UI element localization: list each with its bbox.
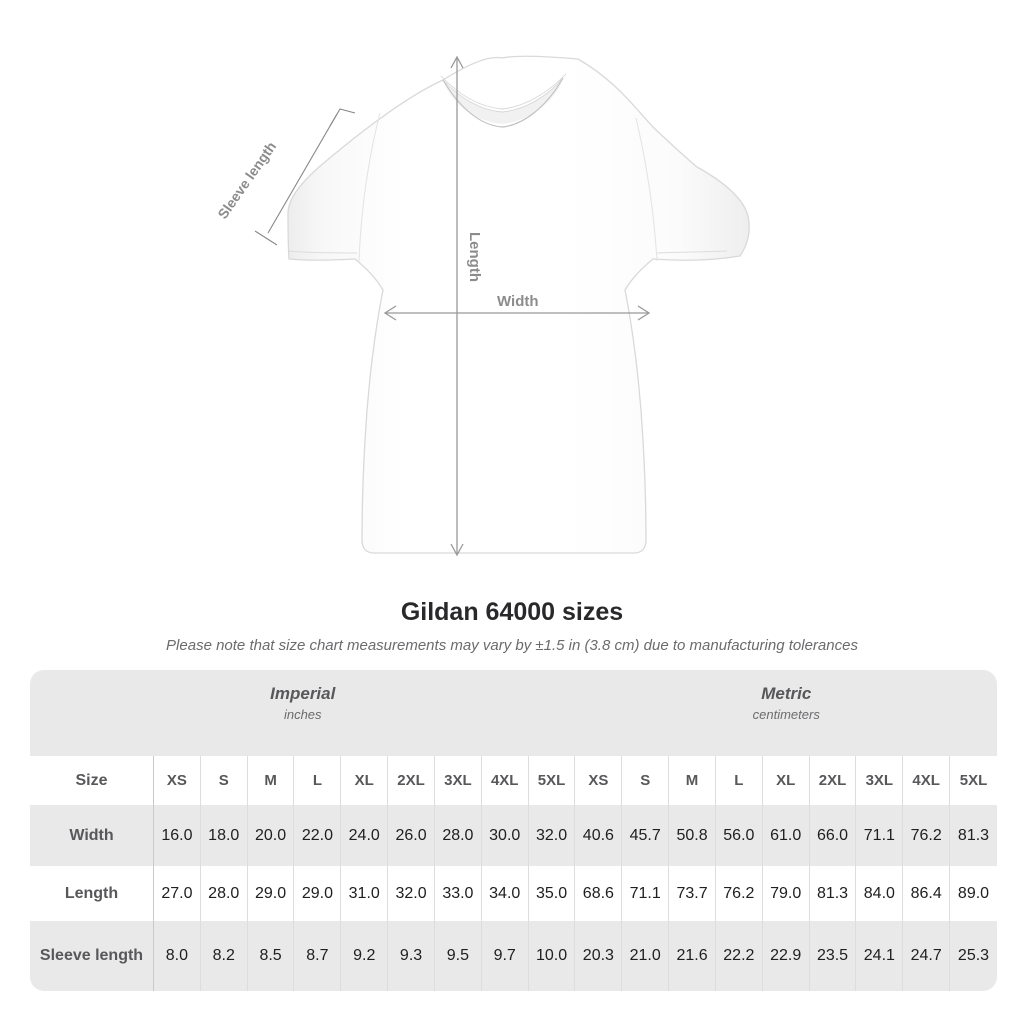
svg-text:Length: Length (466, 232, 483, 282)
svg-text:Sleeve length: Sleeve length (214, 139, 279, 222)
svg-text:Width: Width (497, 293, 539, 310)
